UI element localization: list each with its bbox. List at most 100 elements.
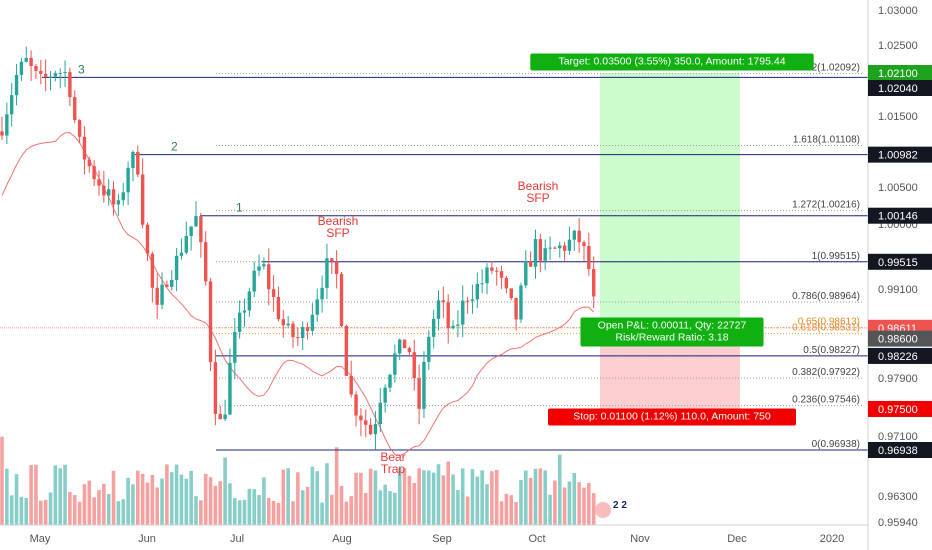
- volume-bar: [266, 497, 271, 525]
- price-tag: 0.96938: [878, 445, 918, 457]
- fib-label-0: 0(0.96938): [812, 439, 860, 450]
- price-tag: 1.00982: [878, 150, 918, 162]
- volume-bar: [562, 487, 567, 525]
- volume-bar: [349, 496, 353, 525]
- candle-body: [407, 348, 412, 353]
- volume-bar: [271, 500, 276, 525]
- candle-body: [368, 424, 373, 435]
- fib-label-0.786: 0.786(0.98964): [792, 291, 860, 302]
- candle-body: [344, 325, 349, 376]
- volume-bar: [179, 474, 184, 525]
- candle-body: [252, 270, 256, 292]
- volume-bar: [169, 472, 174, 525]
- candle-body: [39, 70, 43, 74]
- volume-bar: [480, 470, 484, 525]
- candle-body: [315, 299, 319, 315]
- candle-body: [592, 269, 596, 297]
- y-tick-label: 1.02500: [878, 40, 918, 52]
- candle-body: [378, 402, 382, 425]
- volume-bar: [155, 487, 159, 525]
- volume-bar: [446, 461, 450, 525]
- candle-body: [247, 291, 252, 311]
- candle-body: [436, 300, 441, 319]
- volume-bar: [528, 477, 533, 525]
- target-label-bg: [530, 53, 814, 71]
- fib-label-2: 2(1.02092): [812, 63, 860, 74]
- candle-body: [53, 73, 58, 77]
- candle-body: [43, 73, 48, 77]
- volume-bar: [359, 472, 363, 525]
- volume-bar: [53, 465, 58, 525]
- candle-body: [165, 284, 169, 287]
- volume-bar: [524, 470, 528, 525]
- volume-bar: [165, 464, 169, 525]
- position-labels: Target: 0.03500 (3.55%) 350.0, Amount: 1…: [530, 53, 814, 426]
- volume-bar: [184, 478, 189, 525]
- volume-bar: [242, 499, 247, 525]
- candle-body: [48, 76, 53, 78]
- annotation-label: Bearish SFP: [518, 179, 559, 205]
- volume-bar: [218, 481, 223, 525]
- candle-body: [111, 189, 116, 205]
- candle-body: [140, 174, 145, 225]
- y-tick-label: 0.99100: [878, 284, 918, 296]
- volume-bar: [121, 499, 126, 525]
- candle-body: [402, 339, 407, 349]
- volume-bar: [106, 493, 111, 525]
- volume-bar: [97, 490, 101, 525]
- candle-body: [325, 258, 329, 288]
- volume-bar: [582, 487, 586, 525]
- candle-body: [223, 414, 227, 420]
- volume-bar: [470, 469, 475, 525]
- volume-bar: [543, 470, 547, 525]
- volume-bar: [126, 477, 130, 525]
- candle-body: [587, 245, 591, 270]
- fib-label-1.618: 1.618(1.01108): [793, 134, 860, 145]
- candle-body: [14, 74, 19, 96]
- volume-bar: [145, 482, 150, 525]
- volume-bar: [577, 482, 581, 525]
- candle-body: [257, 266, 261, 271]
- candle-body: [533, 239, 538, 267]
- price-tag: 0.98226: [878, 351, 918, 363]
- volume-bar: [68, 491, 72, 525]
- candle-body: [373, 424, 378, 435]
- stop-label-bg: [548, 408, 796, 426]
- candle-body: [461, 300, 465, 325]
- volume-bar: [412, 483, 417, 525]
- candle-body: [451, 325, 455, 329]
- candle-body: [82, 136, 87, 160]
- candle-body: [562, 245, 567, 251]
- candle-body: [524, 261, 528, 286]
- volume-bar: [131, 484, 135, 525]
- candle-body: [519, 285, 523, 320]
- volume-bar: [533, 468, 538, 525]
- price-tag-bg: [868, 80, 932, 96]
- candle-body: [330, 258, 334, 262]
- candle-body: [155, 287, 159, 305]
- volume-bar: [330, 494, 334, 525]
- volume-bar: [291, 501, 295, 525]
- candle-body: [364, 420, 368, 425]
- candle-body: [213, 362, 218, 414]
- volume-bar: [77, 501, 82, 525]
- candle-body: [179, 252, 184, 256]
- volume-bar: [320, 502, 324, 525]
- candle-body: [509, 288, 513, 299]
- target-label: Target: 0.03500 (3.55%) 350.0, Amount: 1…: [558, 56, 785, 68]
- candle-body: [412, 352, 416, 379]
- volume-bar: [456, 490, 460, 525]
- volume-bar: [296, 472, 300, 525]
- volume-bar: [160, 478, 164, 525]
- annotations: Bearish SFP Bearish SFP Bear Trap 2 2: [318, 179, 627, 518]
- candle-body: [237, 312, 242, 332]
- volume-bar: [397, 467, 402, 525]
- volume-bar: [58, 468, 62, 525]
- candle-body: [490, 267, 494, 271]
- candle-body: [228, 362, 232, 415]
- y-tick-label: 0.95940: [878, 517, 918, 529]
- candle-body: [296, 337, 300, 339]
- volume-bar: [310, 466, 315, 525]
- volume-bar: [237, 500, 242, 525]
